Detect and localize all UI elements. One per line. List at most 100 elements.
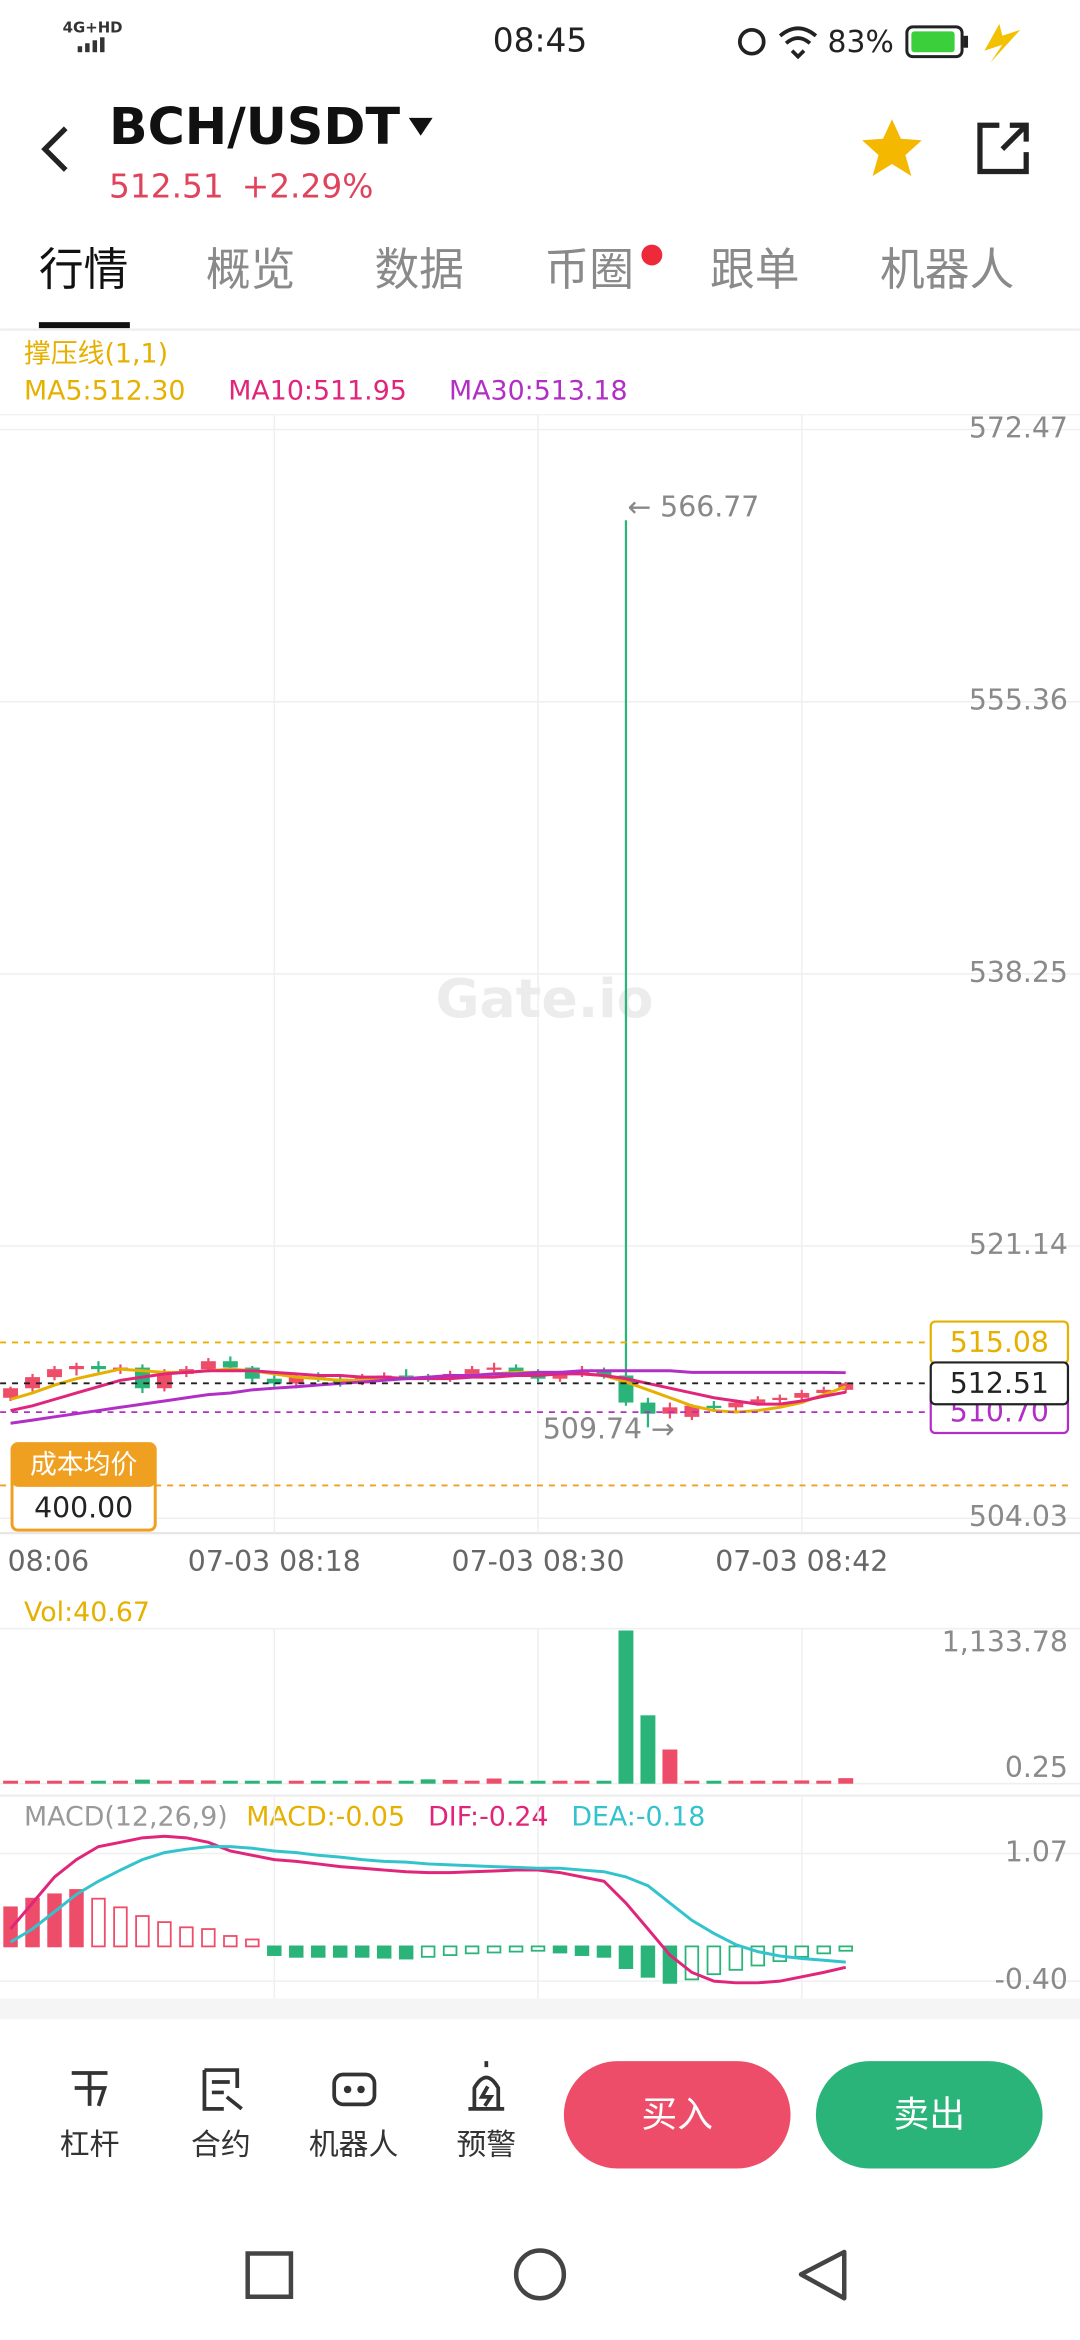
volume-bar bbox=[156, 1780, 172, 1784]
macd-bar bbox=[552, 1945, 568, 1954]
candle-body bbox=[200, 1361, 216, 1370]
alert-icon[interactable] bbox=[468, 2061, 505, 2111]
volume-bar bbox=[750, 1780, 766, 1784]
candle-body bbox=[772, 1397, 788, 1401]
buy-label[interactable]: 买入 bbox=[641, 2094, 713, 2135]
candle-body bbox=[244, 1367, 260, 1379]
pair-title[interactable]: BCH/USDT bbox=[109, 97, 401, 156]
y-tick-label: 1,133.78 bbox=[942, 1626, 1068, 1659]
macd-bar bbox=[794, 1945, 810, 1958]
toolbar-label[interactable]: 杠杆 bbox=[60, 2128, 120, 2163]
volume-bar bbox=[530, 1780, 546, 1784]
battery-percent: 83% bbox=[828, 25, 894, 60]
volume-bar bbox=[266, 1780, 282, 1784]
volume-bar bbox=[178, 1780, 194, 1784]
volume-bar bbox=[838, 1778, 854, 1784]
candle-body bbox=[816, 1389, 832, 1394]
nav-home[interactable] bbox=[513, 2248, 567, 2301]
share-button[interactable] bbox=[977, 122, 1029, 175]
volume-bar bbox=[816, 1780, 832, 1784]
y-tick-label: 1.07 bbox=[1005, 1836, 1068, 1869]
macd-bar bbox=[25, 1897, 40, 1948]
volume-bar bbox=[420, 1779, 436, 1784]
sell-button[interactable] bbox=[815, 2061, 1043, 2169]
legend-item: MA10:511.95 bbox=[228, 376, 407, 407]
extreme-label: ← 566.77 bbox=[627, 490, 759, 523]
y-tick-label: 504.03 bbox=[969, 1500, 1068, 1533]
volume-bar bbox=[91, 1780, 106, 1784]
volume-bar bbox=[640, 1715, 656, 1784]
candle-body bbox=[69, 1365, 84, 1370]
macd-bar bbox=[332, 1945, 348, 1958]
candle-body bbox=[596, 1370, 612, 1376]
toolbar-label[interactable]: 预警 bbox=[456, 2128, 516, 2163]
macd-bar bbox=[376, 1945, 392, 1959]
macd-legend: DEA:-0.18 bbox=[571, 1802, 705, 1833]
candle-body bbox=[91, 1365, 106, 1370]
tab[interactable]: 行情 bbox=[39, 243, 128, 296]
buy-button[interactable] bbox=[563, 2061, 791, 2169]
candle-body bbox=[266, 1378, 282, 1384]
volume-bar bbox=[684, 1780, 700, 1784]
tab[interactable]: 数据 bbox=[374, 243, 463, 296]
y-tick-label: -0.40 bbox=[995, 1963, 1068, 1996]
macd-bar bbox=[464, 1945, 480, 1955]
candle-body bbox=[3, 1388, 19, 1398]
tab[interactable]: 概览 bbox=[206, 243, 295, 296]
macd-bar bbox=[420, 1945, 436, 1958]
pair-dropdown[interactable] bbox=[408, 117, 433, 136]
macd-bar bbox=[816, 1945, 831, 1955]
volume-bar bbox=[244, 1780, 260, 1784]
favorite-star[interactable] bbox=[862, 119, 922, 176]
back-button[interactable] bbox=[41, 126, 68, 172]
nav-back[interactable] bbox=[798, 2249, 847, 2301]
macd-bar bbox=[640, 1945, 656, 1978]
leverage-icon[interactable] bbox=[71, 2071, 108, 2107]
macd-bar bbox=[135, 1915, 150, 1948]
tab[interactable]: 跟单 bbox=[710, 243, 799, 296]
toolbar-label[interactable]: 机器人 bbox=[309, 2128, 398, 2163]
volume-bar bbox=[222, 1780, 238, 1784]
macd-legend: DIF:-0.24 bbox=[428, 1802, 548, 1833]
macd-bar bbox=[728, 1945, 744, 1971]
candle-body bbox=[662, 1407, 678, 1414]
volume-bar bbox=[69, 1780, 84, 1784]
tab[interactable]: 币圈 bbox=[544, 243, 633, 296]
ma-line bbox=[10, 1369, 846, 1425]
contract-icon[interactable] bbox=[202, 2068, 243, 2111]
tab[interactable]: 机器人 bbox=[880, 243, 1014, 296]
nav-recents[interactable] bbox=[245, 2251, 294, 2299]
volume-bar bbox=[486, 1778, 502, 1784]
macd-bar bbox=[442, 1945, 458, 1956]
volume-bar bbox=[728, 1780, 744, 1784]
volume-bar bbox=[134, 1779, 150, 1784]
volume-bar bbox=[354, 1780, 370, 1784]
cost-badge: 成本均价 400.00 bbox=[0, 1442, 1068, 1532]
candle-body bbox=[288, 1377, 304, 1384]
macd-bar bbox=[838, 1945, 853, 1952]
macd-bar bbox=[574, 1945, 590, 1956]
battery-icon bbox=[905, 23, 1021, 63]
macd-bar bbox=[69, 1889, 84, 1948]
legend-item: MA30:513.18 bbox=[449, 376, 628, 407]
macd-bar bbox=[508, 1945, 524, 1953]
x-tick-label: 07-03 08:18 bbox=[188, 1545, 361, 1578]
macd-bar bbox=[91, 1897, 106, 1948]
candle-body bbox=[25, 1377, 40, 1389]
macd-legend: MACD(12,26,9) bbox=[24, 1802, 228, 1833]
x-tick-label: 07-03 08:42 bbox=[715, 1545, 888, 1578]
macd-bar bbox=[267, 1945, 282, 1956]
network-label: 4G+HD bbox=[63, 18, 123, 36]
macd-bar bbox=[47, 1893, 62, 1948]
macd-bar bbox=[354, 1945, 370, 1958]
price-change: +2.29% bbox=[242, 167, 374, 205]
volume-bar bbox=[376, 1780, 392, 1784]
macd-bar bbox=[530, 1945, 546, 1952]
robot-icon[interactable] bbox=[332, 2072, 377, 2107]
volume-bar bbox=[398, 1780, 414, 1784]
toolbar-separator bbox=[0, 1998, 1080, 2020]
toolbar-label[interactable]: 合约 bbox=[191, 2128, 251, 2163]
volume-bar bbox=[552, 1780, 568, 1784]
candle-body bbox=[684, 1405, 700, 1417]
sell-label[interactable]: 卖出 bbox=[893, 2094, 965, 2135]
